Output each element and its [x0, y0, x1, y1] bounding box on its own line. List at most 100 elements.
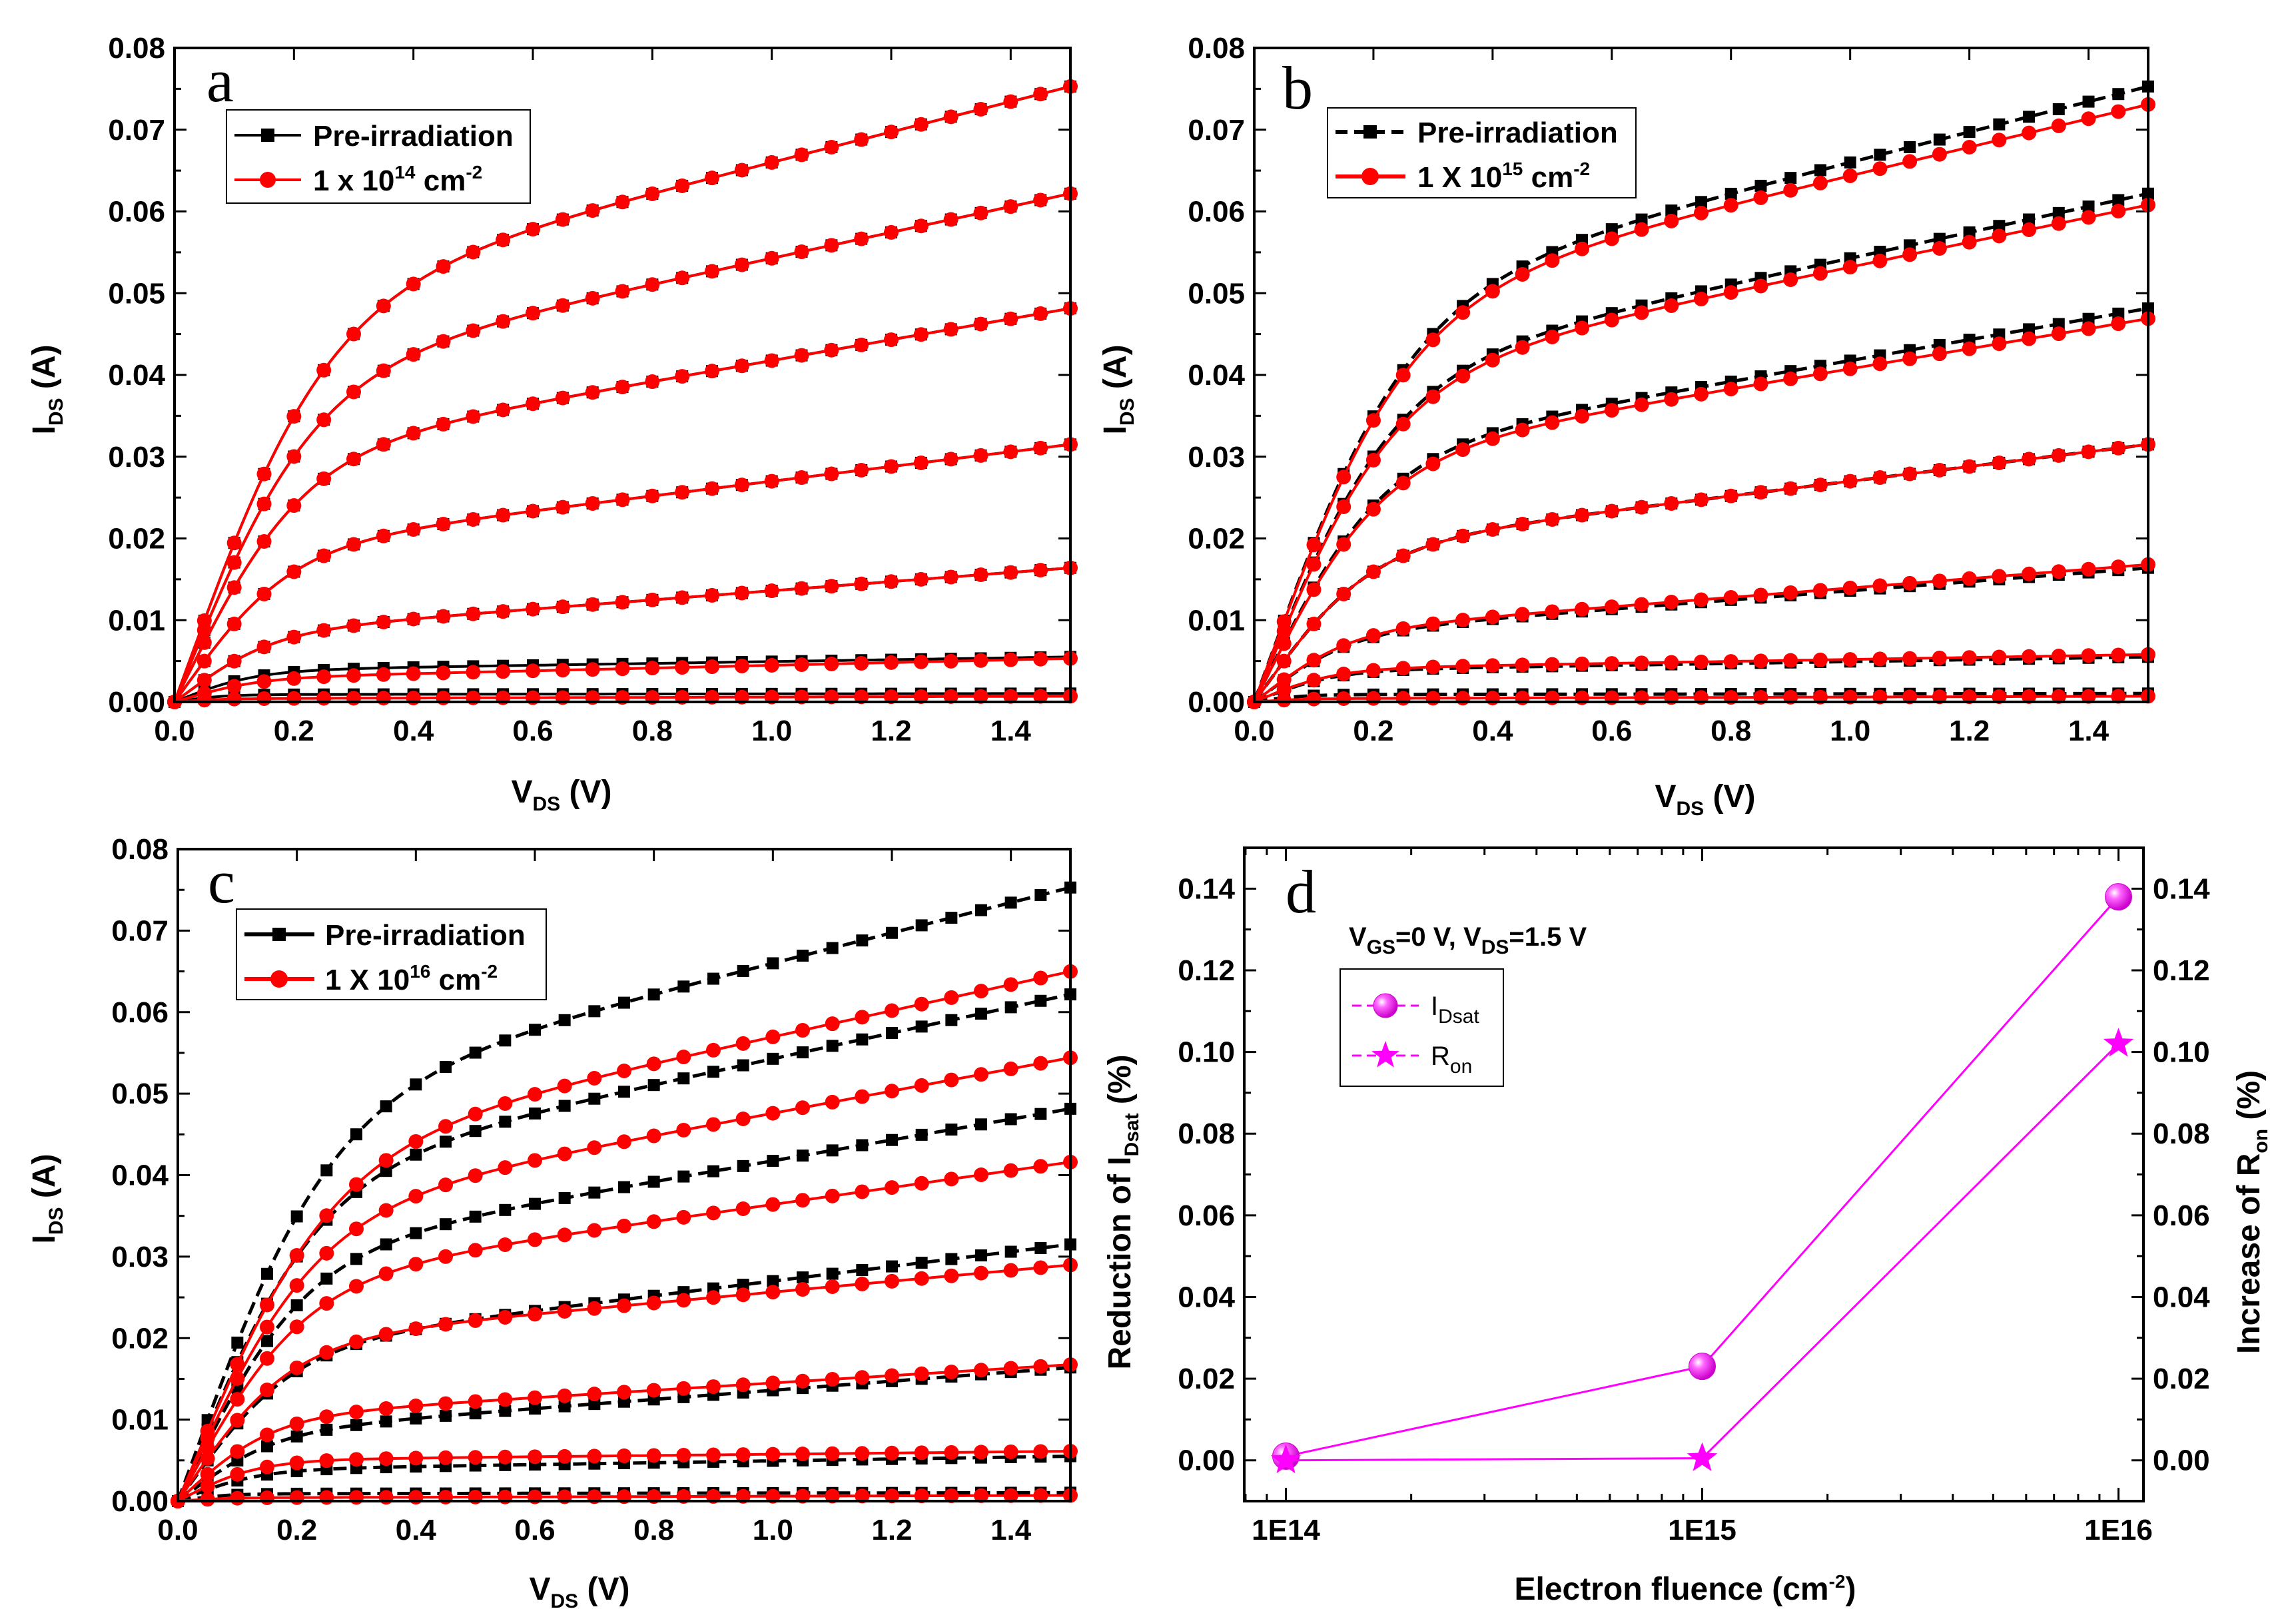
y-tick-label-a: 0.03 — [108, 441, 165, 474]
point-circle — [1664, 392, 1679, 407]
point-circle — [498, 1309, 513, 1325]
point-circle — [230, 1357, 245, 1372]
point-circle — [1604, 312, 1619, 328]
x-tick-label-b: 0.2 — [1353, 715, 1393, 747]
point-circle — [1425, 456, 1441, 472]
point-circle — [735, 1112, 751, 1127]
point-circle — [884, 655, 899, 670]
point-circle — [734, 162, 749, 178]
point-circle — [2022, 125, 2037, 141]
point-circle — [498, 1449, 513, 1464]
point-circle — [1783, 371, 1798, 386]
point-circle — [1425, 389, 1441, 404]
point-circle — [1694, 205, 1709, 220]
point-square — [1904, 141, 1916, 153]
point-circle — [735, 1377, 751, 1393]
point-circle — [676, 1122, 691, 1137]
point-circle — [913, 654, 929, 669]
point-circle — [286, 629, 302, 645]
point-circle — [378, 1401, 394, 1416]
point-circle — [1395, 416, 1411, 432]
point-circle — [854, 689, 869, 705]
point-circle — [1545, 330, 1560, 345]
point-circle — [855, 1370, 870, 1385]
x-tick-label-a: 0.0 — [154, 715, 194, 747]
point-circle — [646, 1214, 661, 1229]
point-circle — [2051, 216, 2066, 231]
point-circle — [825, 1488, 840, 1504]
curve-b-0-1 — [1252, 192, 2149, 703]
y-axis-label-left-d: Reduction of IDsat (%) — [1102, 1055, 1143, 1370]
point-square — [826, 942, 839, 954]
point-circle — [825, 1188, 840, 1203]
point-circle — [585, 597, 600, 612]
point-circle — [498, 1392, 513, 1407]
point-square — [499, 1116, 512, 1128]
point-circle — [1033, 1359, 1048, 1374]
point-circle — [617, 1298, 631, 1313]
point-circle — [914, 1271, 929, 1286]
point-circle — [319, 1245, 334, 1261]
point-circle — [468, 1168, 483, 1183]
point-circle — [289, 1247, 304, 1263]
point-circle — [1783, 182, 1798, 198]
point-circle — [1306, 537, 1322, 553]
point-circle — [645, 488, 660, 503]
point-square — [529, 1403, 541, 1415]
point-square — [2112, 194, 2125, 206]
point-circle — [2051, 689, 2066, 704]
point-circle — [466, 511, 481, 527]
y-tick-label-left-d: 0.02 — [1178, 1363, 1235, 1395]
point-circle — [795, 1282, 810, 1297]
point-circle — [824, 579, 839, 594]
point-circle — [705, 170, 719, 186]
point-circle — [349, 1405, 364, 1420]
point-circle — [944, 1171, 959, 1187]
point-circle — [1992, 336, 2007, 352]
point-circle — [943, 689, 958, 704]
point-circle — [1306, 673, 1322, 688]
point-circle — [974, 1488, 988, 1503]
point-circle — [346, 618, 361, 633]
legend-d: IDsat Ron — [1339, 968, 1504, 1087]
point-circle — [408, 1133, 424, 1149]
point-circle — [824, 139, 839, 155]
point-square — [707, 1066, 719, 1078]
point-circle — [406, 611, 421, 627]
point-circle — [1872, 356, 1888, 372]
y-tick-label-c: 0.02 — [111, 1322, 169, 1355]
point-square — [975, 1008, 987, 1020]
point-circle — [1723, 382, 1738, 397]
point-square — [767, 1155, 779, 1167]
point-circle — [468, 1243, 483, 1258]
point-circle — [973, 653, 988, 668]
point-circle — [349, 1279, 364, 1294]
point-circle — [2111, 689, 2126, 704]
point-circle — [615, 194, 630, 210]
legend-c-pre: Pre-irradiation — [325, 919, 526, 952]
point-circle — [943, 212, 958, 227]
point-circle — [1842, 652, 1858, 667]
y-tick-label-right-d: 0.12 — [2153, 954, 2210, 987]
point-circle — [1664, 213, 1679, 228]
point-circle — [973, 101, 988, 117]
point-circle — [1485, 284, 1500, 299]
point-circle — [1783, 653, 1798, 668]
point-circle — [260, 1459, 274, 1474]
point-circle — [346, 537, 361, 552]
point-circle — [974, 1363, 988, 1378]
point-circle — [794, 348, 809, 363]
point-circle — [914, 1366, 929, 1381]
point-circle — [2111, 440, 2126, 456]
point-circle — [1545, 511, 1560, 527]
point-circle — [438, 1450, 453, 1465]
curve-c-1-0 — [177, 970, 1071, 1502]
point-circle — [1575, 320, 1590, 336]
point-circle — [1425, 691, 1441, 706]
point-circle — [555, 663, 570, 678]
point-circle — [2081, 689, 2096, 704]
point-circle — [260, 1297, 274, 1313]
point-square — [1004, 1245, 1017, 1258]
point-circle — [1395, 691, 1411, 706]
point-circle — [526, 222, 540, 237]
